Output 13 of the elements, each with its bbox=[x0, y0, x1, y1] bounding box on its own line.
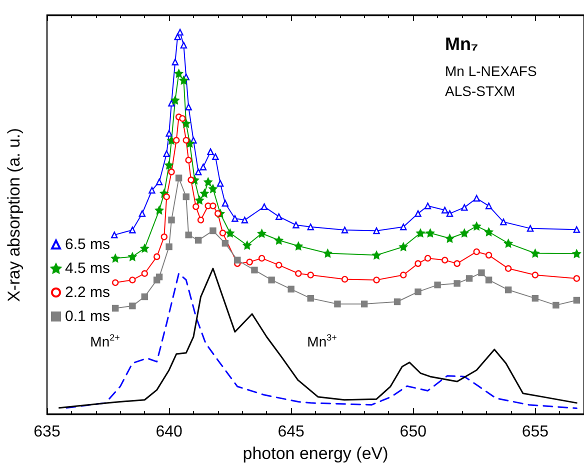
legend-label: 0.1 ms bbox=[65, 308, 110, 325]
x-tick-label: 655 bbox=[522, 424, 549, 440]
y-axis-title: X-ray absorption (a. u.) bbox=[4, 128, 24, 302]
x-axis-title: photon energy (eV) bbox=[242, 444, 388, 463]
legend-label: 2.2 ms bbox=[65, 284, 110, 301]
x-tick-label: 635 bbox=[34, 424, 60, 440]
x-tick-label: 640 bbox=[156, 424, 182, 440]
x-tick-label: 645 bbox=[278, 424, 305, 440]
chart-title: Mn₇ bbox=[445, 34, 478, 54]
legend-label: 6.5 ms bbox=[65, 236, 110, 253]
legend-label: 4.5 ms bbox=[65, 260, 110, 277]
x-tick-label: 650 bbox=[400, 424, 427, 440]
text: Mn L-NEXAFS ALS-STXM bbox=[445, 63, 537, 99]
